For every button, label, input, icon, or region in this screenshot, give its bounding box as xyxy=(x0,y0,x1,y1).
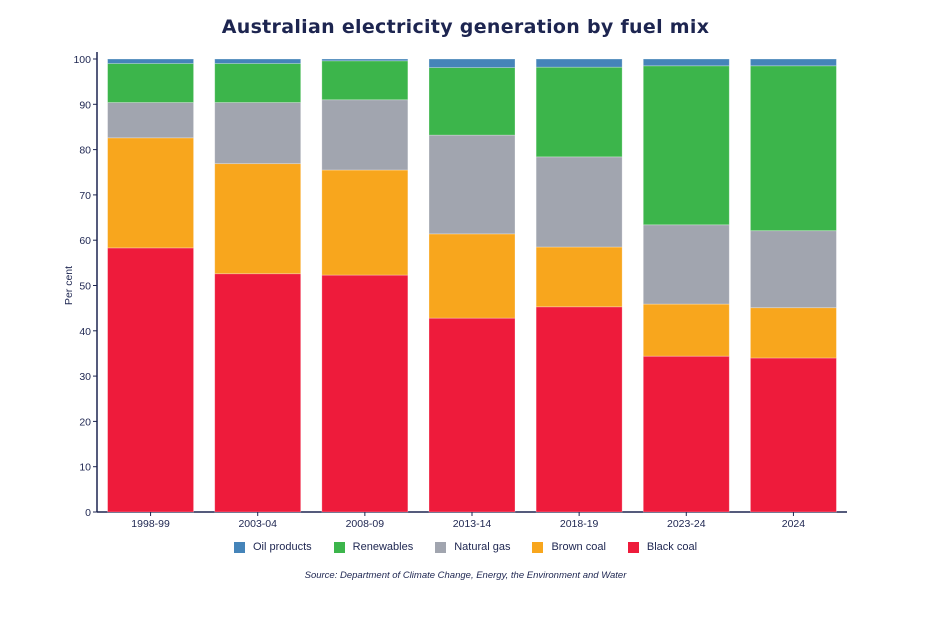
bar-segment-oil-products xyxy=(321,58,409,62)
y-tick-label: 100 xyxy=(73,54,91,66)
bar-segment-oil-products xyxy=(214,58,302,64)
bar-segment-black-coal xyxy=(428,317,516,513)
y-tick-label: 10 xyxy=(79,462,91,474)
bar-segment-black-coal xyxy=(535,306,623,513)
bar-segment-oil-products xyxy=(642,58,730,67)
y-tick-label: 60 xyxy=(79,235,91,247)
bar-segment-brown-coal xyxy=(321,169,409,276)
bar-segment-natural-gas xyxy=(642,224,730,305)
bar-segment-natural-gas xyxy=(750,230,837,309)
legend-label: Brown coal xyxy=(551,541,606,553)
bar-segment-renewables xyxy=(535,66,623,158)
bar-segment-oil-products xyxy=(428,58,516,69)
bar-segment-oil-products xyxy=(750,58,837,67)
bar-segment-renewables xyxy=(750,65,837,232)
bar-segment-black-coal xyxy=(642,355,730,513)
bar-segment-black-coal xyxy=(750,357,837,513)
bar-segment-black-coal xyxy=(107,247,194,513)
bar-segment-oil-products xyxy=(107,58,194,64)
bar-segment-renewables xyxy=(642,65,730,226)
bar-segment-brown-coal xyxy=(642,303,730,357)
bar-segment-renewables xyxy=(107,63,194,103)
legend-item: Black coal xyxy=(627,541,698,553)
y-tick-label: 80 xyxy=(79,145,91,157)
y-tick-label: 70 xyxy=(79,190,91,202)
bar-segment-renewables xyxy=(214,63,302,103)
legend-swatch xyxy=(233,541,245,553)
y-tick-label: 40 xyxy=(79,326,91,338)
bar-segment-brown-coal xyxy=(428,233,516,319)
bar-segment-natural-gas xyxy=(107,102,194,139)
y-tick-label: 30 xyxy=(79,371,91,383)
legend-item: Natural gas xyxy=(435,541,510,553)
legend-swatch xyxy=(532,541,544,553)
legend: Oil products Renewables Natural gas Brown c… xyxy=(0,541,931,553)
x-tick-label: 1998-99 xyxy=(131,518,170,530)
legend-item: Renewables xyxy=(333,541,414,553)
y-tick-label: 0 xyxy=(85,507,91,519)
bar-segment-black-coal xyxy=(214,273,302,513)
x-tick-label: 2008-09 xyxy=(346,518,385,530)
legend-label: Renewables xyxy=(352,541,414,553)
bar-segment-brown-coal xyxy=(107,137,194,249)
x-tick-label: 2018-19 xyxy=(560,518,599,530)
chart-title: Australian electricity generation by fue… xyxy=(221,16,710,38)
source-note: Source: Department of Climate Change, En… xyxy=(304,570,627,581)
y-tick-label: 20 xyxy=(79,416,91,428)
bar-segment-natural-gas xyxy=(428,134,516,235)
legend-item: Brown coal xyxy=(532,541,606,553)
bar-segment-natural-gas xyxy=(214,102,302,165)
legend-swatch xyxy=(333,541,345,553)
legend-label: Black coal xyxy=(646,541,698,553)
bar-segment-brown-coal xyxy=(750,307,837,359)
x-tick-label: 2013-14 xyxy=(453,518,492,530)
y-tick-label: 90 xyxy=(79,99,91,111)
bar-segment-natural-gas xyxy=(535,156,623,248)
legend-swatch xyxy=(435,541,447,553)
bar-segment-renewables xyxy=(321,60,409,101)
legend-label: Natural gas xyxy=(454,541,511,553)
legend-label: Oil products xyxy=(252,541,312,553)
bar-segment-brown-coal xyxy=(214,163,302,275)
x-tick-label: 2024 xyxy=(782,518,806,530)
legend-swatch xyxy=(627,541,639,553)
y-axis-label: Per cent xyxy=(63,266,75,305)
legend-item: Oil products xyxy=(233,541,312,553)
y-tick-label: 50 xyxy=(79,281,91,293)
bar-segment-renewables xyxy=(428,67,516,136)
x-tick-label: 2003-04 xyxy=(238,518,277,530)
bar-segment-natural-gas xyxy=(321,99,409,171)
x-tick-label: 2023-24 xyxy=(667,518,706,530)
bar-segment-oil-products xyxy=(535,58,623,68)
bar-segment-black-coal xyxy=(321,274,409,513)
bar-segment-brown-coal xyxy=(535,246,623,308)
